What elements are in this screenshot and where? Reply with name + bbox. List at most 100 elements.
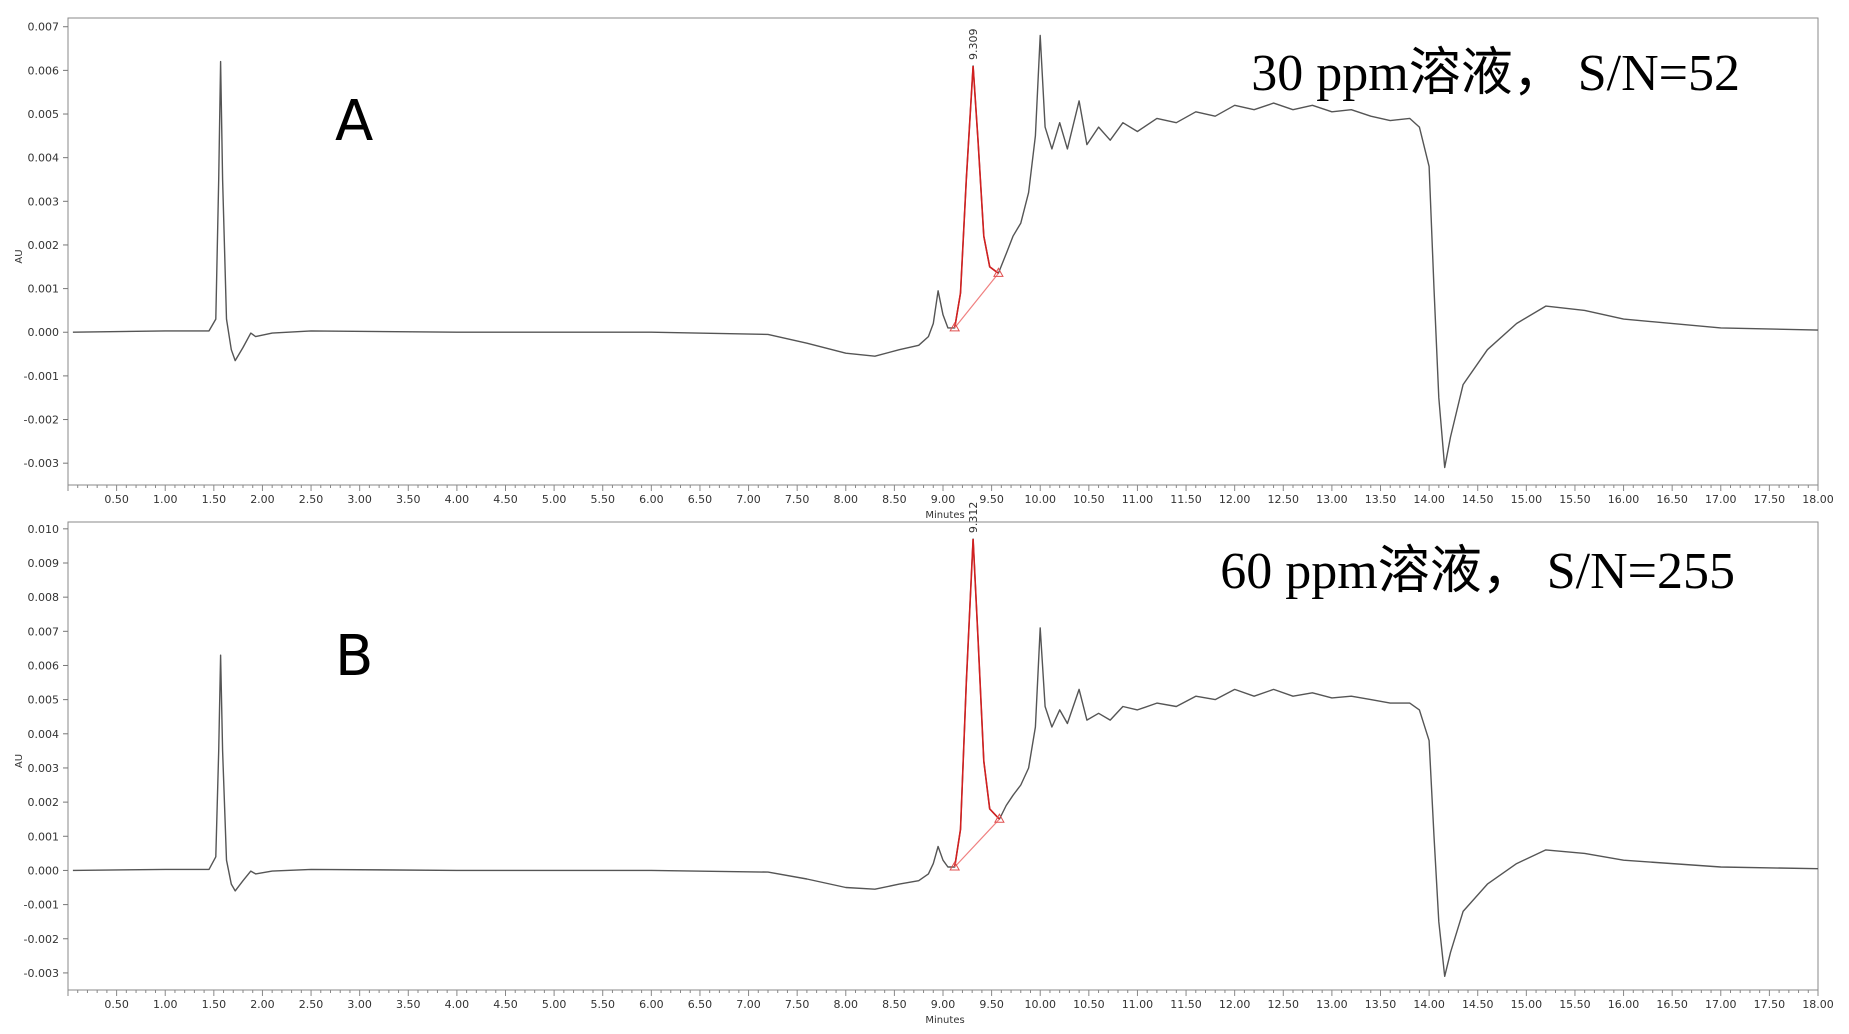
y-tick-label: 0.009 [28, 557, 60, 570]
x-tick-label: 11.00 [1122, 998, 1154, 1011]
x-tick-label: 11.50 [1170, 493, 1202, 506]
y-tick-label: 0.008 [28, 591, 60, 604]
x-tick-label: 4.50 [493, 998, 518, 1011]
x-tick-label: 0.50 [104, 998, 129, 1011]
y-tick-label: 0.007 [28, 21, 60, 34]
x-tick-label: 8.00 [834, 493, 859, 506]
x-tick-label: 16.00 [1608, 998, 1640, 1011]
x-tick-label: 13.00 [1316, 493, 1348, 506]
panel-letter: A [335, 89, 373, 154]
x-tick-label: 14.00 [1413, 493, 1445, 506]
x-tick-label: 16.00 [1608, 493, 1640, 506]
x-tick-label: 0.50 [104, 493, 129, 506]
x-tick-label: 10.00 [1024, 998, 1056, 1011]
x-tick-label: 6.50 [688, 493, 713, 506]
x-tick-label: 9.00 [931, 998, 956, 1011]
x-tick-label: 15.50 [1559, 998, 1591, 1011]
peak-marker-triangle [949, 321, 961, 332]
x-tick-label: 2.00 [250, 998, 275, 1011]
x-tick-label: 18.00 [1802, 493, 1834, 506]
integrated-peak-trace [953, 539, 1000, 868]
x-tick-label: 1.00 [153, 493, 178, 506]
x-tick-label: 3.00 [347, 493, 372, 506]
x-tick-label: 6.50 [688, 998, 713, 1011]
y-tick-label: 0.002 [28, 796, 60, 809]
x-tick-label: 11.00 [1122, 493, 1154, 506]
x-tick-label: 15.50 [1559, 493, 1591, 506]
x-tick-label: 2.00 [250, 493, 275, 506]
y-tick-label: 0.002 [28, 239, 60, 252]
y-tick-label: -0.002 [24, 414, 59, 427]
x-tick-label: 15.00 [1511, 493, 1543, 506]
y-axis-title: AU [14, 754, 25, 768]
x-tick-label: 17.00 [1705, 998, 1737, 1011]
x-tick-label: 5.50 [590, 998, 615, 1011]
x-tick-label: 7.50 [785, 998, 810, 1011]
y-tick-label: 0.007 [28, 625, 60, 638]
x-tick-label: 3.00 [347, 998, 372, 1011]
y-tick-label: 0.006 [28, 64, 60, 77]
x-tick-label: 7.00 [736, 493, 761, 506]
peak-retention-label: 9.312 [967, 502, 980, 534]
y-axis-title: AU [14, 249, 25, 263]
x-tick-label: 9.00 [931, 493, 956, 506]
chart-panel-b: 0.010 0.009 0.008 0.007 0.006 0.005 0.004 0.003… [14, 502, 1834, 1026]
x-tick-label: 12.00 [1219, 493, 1251, 506]
x-axis-title: Minutes [925, 510, 964, 521]
y-tick-label: 0.000 [28, 326, 60, 339]
peak-marker-triangle [949, 861, 961, 871]
y-tick-label: 0.006 [28, 659, 60, 672]
x-tick-label: 17.50 [1754, 493, 1786, 506]
y-tick-label: 0.001 [28, 830, 60, 843]
peak-marker-triangle [993, 267, 1004, 277]
x-tick-label: 1.50 [202, 998, 227, 1011]
chromatogram-trace [72, 34, 1819, 469]
x-tick-label: 15.00 [1511, 998, 1543, 1011]
integrated-peak-trace [953, 65, 999, 329]
x-tick-label: 10.50 [1073, 493, 1105, 506]
x-tick-label: 7.50 [785, 493, 810, 506]
y-tick-label: 0.003 [28, 762, 60, 775]
x-axis-title: Minutes [925, 1015, 964, 1026]
x-tick-label: 14.50 [1462, 998, 1494, 1011]
x-tick-label: 8.00 [834, 998, 859, 1011]
x-tick-label: 10.00 [1024, 493, 1056, 506]
x-tick-label: 6.00 [639, 998, 664, 1011]
x-tick-label: 3.50 [396, 493, 421, 506]
x-tick-label: 18.00 [1802, 998, 1834, 1011]
x-tick-label: 6.00 [639, 493, 664, 506]
x-tick-label: 14.50 [1462, 493, 1494, 506]
x-tick-label: 4.00 [445, 493, 470, 506]
x-tick-label: 5.50 [590, 493, 615, 506]
y-tick-label: 0.004 [28, 152, 60, 165]
x-tick-label: 17.00 [1705, 493, 1737, 506]
x-tick-label: 2.50 [299, 998, 324, 1011]
x-tick-label: 4.50 [493, 493, 518, 506]
x-tick-label: 12.00 [1219, 998, 1251, 1011]
x-tick-label: 8.50 [882, 493, 907, 506]
peak-retention-label: 9.309 [967, 29, 980, 61]
chromatogram-trace [72, 538, 1819, 977]
x-tick-label: 3.50 [396, 998, 421, 1011]
y-tick-label: -0.002 [24, 933, 59, 946]
x-tick-label: 12.50 [1268, 998, 1300, 1011]
x-tick-label: 8.50 [882, 998, 907, 1011]
y-tick-label: -0.001 [24, 370, 59, 383]
x-tick-label: 14.00 [1413, 998, 1445, 1011]
y-tick-label: 0.004 [28, 728, 60, 741]
y-tick-label: -0.003 [24, 967, 59, 980]
y-tick-label: -0.003 [24, 457, 59, 470]
x-tick-label: 12.50 [1268, 493, 1300, 506]
x-tick-label: 13.00 [1316, 998, 1348, 1011]
x-tick-label: 9.50 [979, 493, 1004, 506]
peak-baseline [954, 272, 999, 329]
x-tick-label: 5.00 [542, 493, 567, 506]
peak-marker-triangle [994, 813, 1005, 823]
y-tick-label: 0.005 [28, 108, 60, 121]
x-tick-label: 16.50 [1656, 998, 1688, 1011]
y-tick-label: 0.010 [28, 523, 60, 536]
x-tick-label: 7.00 [736, 998, 761, 1011]
x-tick-label: 5.00 [542, 998, 567, 1011]
y-tick-label: 0.000 [28, 864, 60, 877]
